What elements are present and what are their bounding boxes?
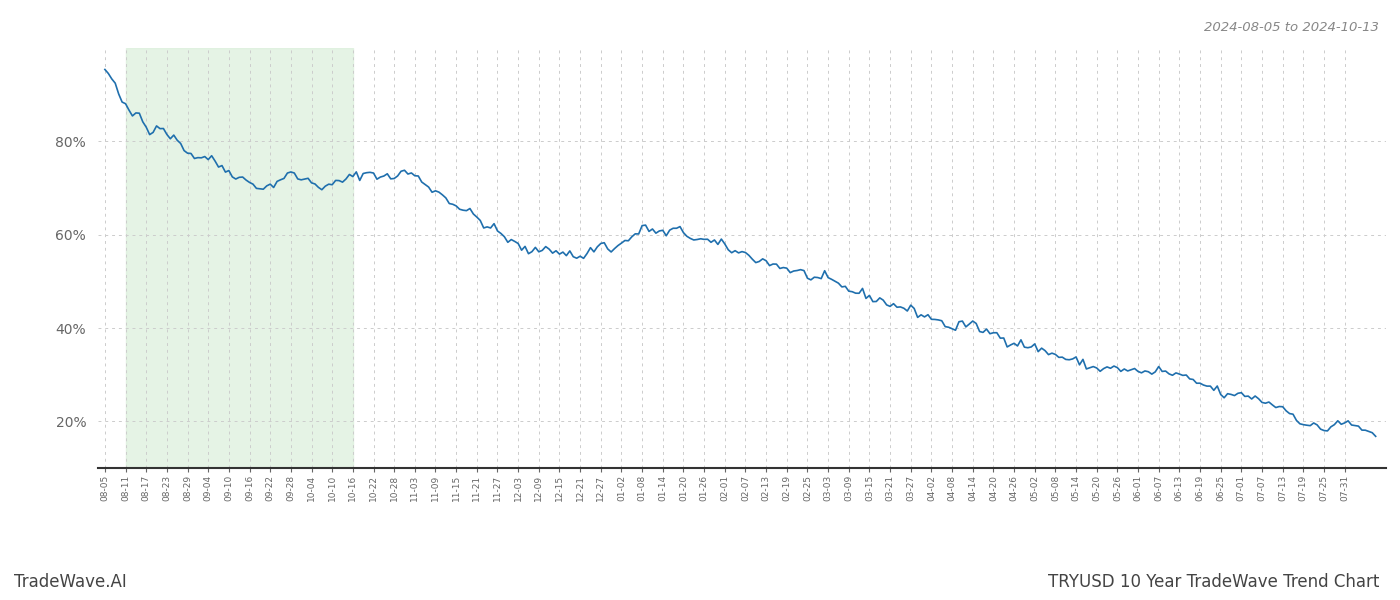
Text: TRYUSD 10 Year TradeWave Trend Chart: TRYUSD 10 Year TradeWave Trend Chart bbox=[1047, 573, 1379, 591]
Text: TradeWave.AI: TradeWave.AI bbox=[14, 573, 127, 591]
Text: 2024-08-05 to 2024-10-13: 2024-08-05 to 2024-10-13 bbox=[1204, 21, 1379, 34]
Bar bbox=[126, 48, 353, 468]
